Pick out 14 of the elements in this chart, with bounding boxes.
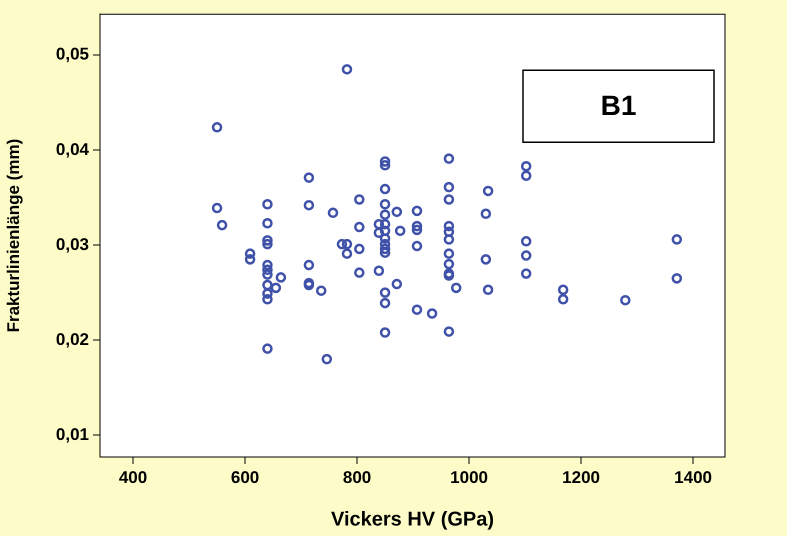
y-axis-title: Frakturlinienlänge (mm) (4, 138, 23, 332)
x-tick-label: 1000 (450, 468, 488, 487)
y-tick-label: 0,02 (56, 330, 89, 349)
x-tick-label: 600 (230, 468, 260, 487)
x-tick-label: 1400 (674, 468, 712, 487)
y-tick-label: 0,03 (56, 234, 89, 254)
x-tick-label: 800 (342, 468, 372, 487)
x-axis-title: Vickers HV (GPa) (330, 508, 494, 531)
y-tick-label: 0,01 (56, 424, 89, 444)
y-tick-label: 0,05 (56, 44, 89, 64)
y-tick-label: 0,04 (56, 140, 90, 159)
x-tick-label: 400 (118, 468, 148, 487)
x-tick-label: 1200 (562, 468, 600, 487)
annotation: B1 (600, 90, 636, 121)
